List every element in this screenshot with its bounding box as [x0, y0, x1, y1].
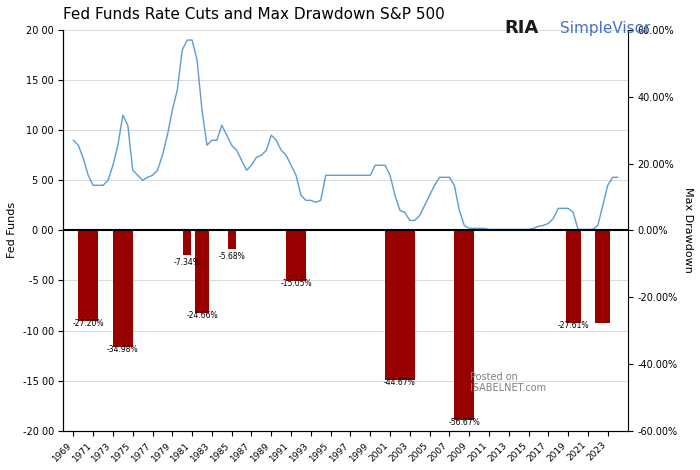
Text: -15.05%: -15.05% [280, 279, 312, 288]
Y-axis label: Fed Funds: Fed Funds [7, 202, 17, 258]
Bar [566, 230, 580, 322]
Bar [183, 230, 191, 255]
Bar [596, 230, 610, 322]
Text: -7.34%: -7.34% [174, 258, 201, 267]
Text: -24.66%: -24.66% [186, 311, 218, 320]
Text: -27.61%: -27.61% [557, 321, 589, 329]
Text: Posted on
ISABELNET.com: Posted on ISABELNET.com [470, 372, 546, 393]
Text: -27.20%: -27.20% [73, 319, 104, 328]
Bar [228, 230, 236, 250]
Text: Fed Funds Rate Cuts and Max Drawdown S&P 500: Fed Funds Rate Cuts and Max Drawdown S&P… [64, 7, 445, 22]
Text: SimpleVisor: SimpleVisor [560, 21, 650, 36]
Bar [286, 230, 306, 281]
Text: -34.98%: -34.98% [107, 345, 139, 354]
Bar [385, 230, 415, 379]
Text: -56.67%: -56.67% [449, 417, 480, 427]
Bar [454, 230, 474, 420]
Text: RIA: RIA [504, 19, 538, 37]
Bar [113, 230, 133, 347]
Text: -5.68%: -5.68% [218, 252, 245, 261]
Text: -44.67%: -44.67% [384, 377, 416, 386]
Bar [78, 230, 98, 321]
Y-axis label: Max Drawdown: Max Drawdown [683, 188, 693, 274]
Bar [195, 230, 209, 313]
